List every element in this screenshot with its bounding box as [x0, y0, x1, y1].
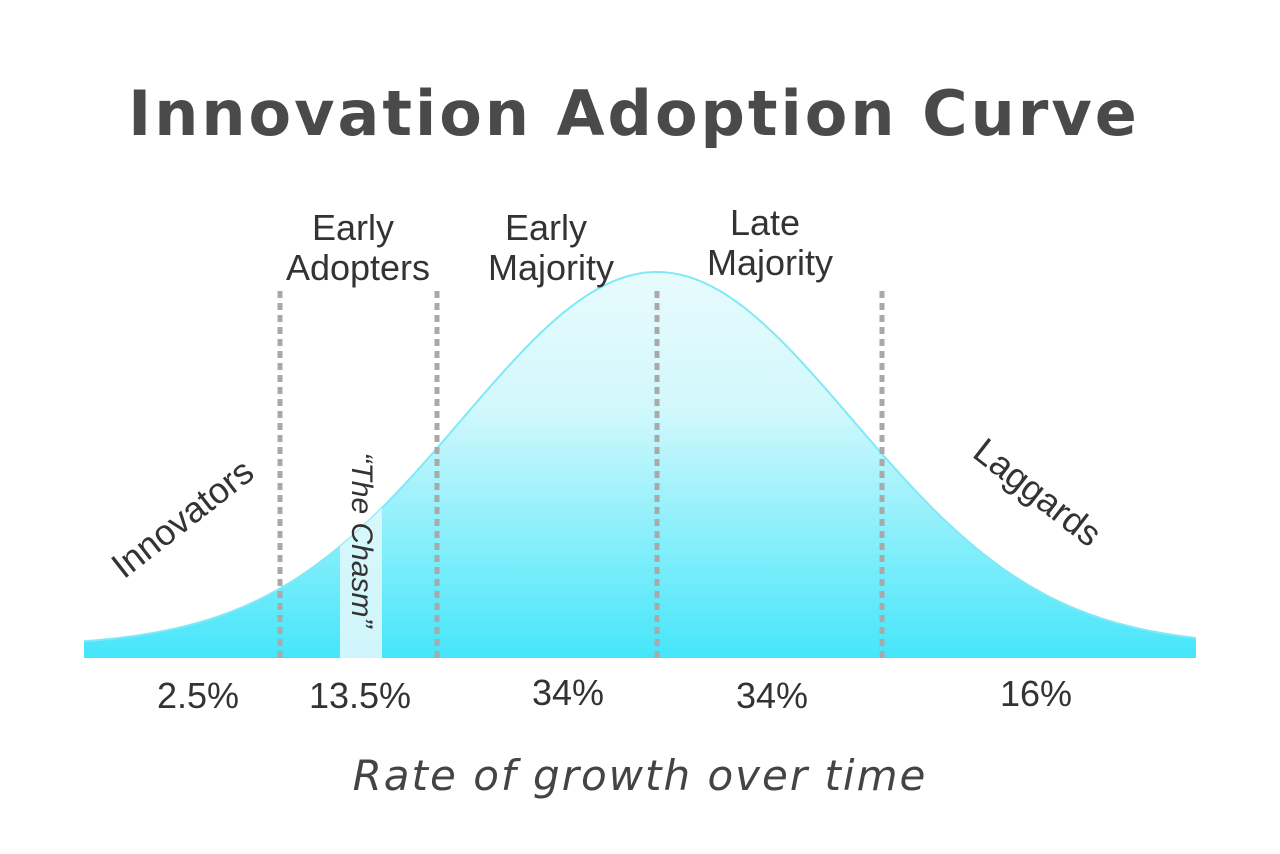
segment-label-early-adopters-line1: Early	[312, 207, 394, 248]
chasm-label: “The Chasm”	[345, 452, 378, 629]
segment-label-late-majority: Late Majority	[707, 202, 833, 283]
share-innovators: 2.5%	[157, 675, 239, 716]
segment-label-laggards: Laggards	[966, 430, 1110, 555]
chasm-band	[340, 507, 382, 658]
segment-label-early-majority-line2: Majority	[488, 247, 614, 288]
x-axis-label: Rate of growth over time	[353, 751, 928, 800]
segment-label-early-adopters: Early Adopters	[286, 207, 430, 288]
segment-label-early-majority-line1: Early	[505, 207, 587, 248]
share-early-majority: 34%	[532, 672, 604, 713]
segment-label-late-majority-line1: Late	[730, 202, 800, 243]
share-late-majority: 34%	[736, 675, 808, 716]
share-early-adopters: 13.5%	[309, 675, 411, 716]
segment-label-early-majority: Early Majority	[488, 207, 614, 288]
segment-label-late-majority-line2: Majority	[707, 242, 833, 283]
share-laggards: 16%	[1000, 673, 1072, 714]
segment-label-innovators: Innovators	[103, 450, 261, 586]
diagram-title: Innovation Adoption Curve	[128, 77, 1140, 150]
adoption-curve-outline	[83, 271, 1197, 643]
segment-label-early-adopters-line2: Adopters	[286, 247, 430, 288]
